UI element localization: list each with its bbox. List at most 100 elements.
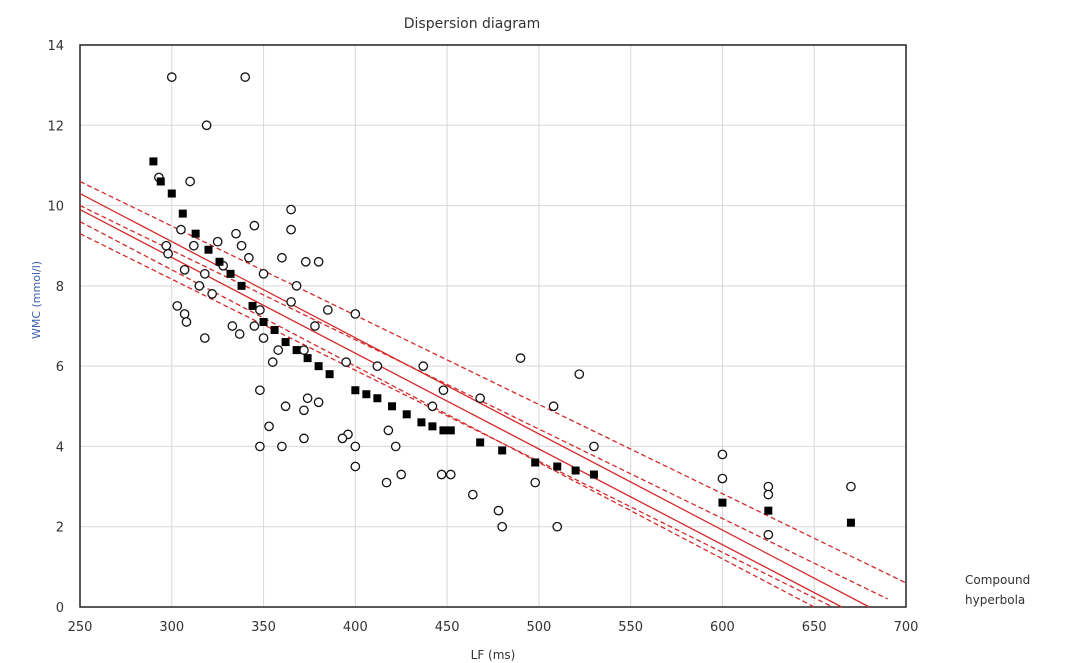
data-point-open-67 (396, 469, 407, 480)
data-point-open-2 (201, 120, 212, 131)
x-tick-label-7: 600 (710, 620, 735, 635)
data-point-open-13 (236, 240, 247, 251)
data-point-filled-13 (292, 346, 301, 355)
data-point-open-59 (337, 433, 348, 444)
regression-line-1 (79, 209, 843, 608)
data-point-filled-28 (531, 458, 540, 467)
y-tick-label-4: 8 (56, 280, 64, 295)
data-point-filled-24 (439, 426, 448, 435)
data-point-open-75 (552, 521, 563, 532)
data-point-filled-5 (204, 245, 213, 254)
x-tick-label-9: 700 (894, 620, 919, 635)
data-point-open-44 (418, 361, 429, 371)
data-point-filled-12 (281, 338, 290, 347)
data-point-open-26 (172, 301, 183, 311)
data-point-filled-31 (589, 470, 598, 479)
data-point-open-12 (212, 236, 223, 247)
data-point-filled-6 (215, 257, 224, 266)
data-point-open-24 (194, 281, 205, 291)
x-tick-label-6: 550 (618, 620, 643, 635)
data-point-open-64 (390, 441, 401, 452)
data-point-filled-2 (167, 189, 176, 198)
data-point-open-43 (372, 361, 383, 371)
data-point-open-10 (161, 240, 172, 251)
x-axis-label: LF (ms) (471, 648, 516, 662)
data-point-open-51 (475, 393, 486, 404)
data-point-filled-23 (428, 422, 437, 431)
data-point-open-8 (176, 224, 186, 235)
data-point-open-7 (286, 224, 296, 235)
data-point-open-74 (497, 521, 508, 532)
data-point-open-6 (249, 220, 260, 231)
data-point-filled-11 (270, 326, 279, 335)
data-point-open-42 (341, 357, 352, 367)
data-point-open-68 (436, 469, 447, 480)
data-points (149, 72, 856, 540)
data-point-open-48 (302, 393, 313, 404)
data-point-open-17 (199, 268, 210, 279)
data-point-open-36 (199, 333, 210, 343)
chart-title: Dispersion diagram (404, 16, 541, 32)
data-point-filled-4 (191, 229, 200, 238)
data-point-open-32 (181, 317, 192, 327)
data-point-filled-14 (303, 354, 312, 363)
data-point-open-25 (207, 289, 218, 299)
x-tick-label-0: 250 (68, 620, 93, 635)
y-axis-label: WMC (mmol/l) (30, 261, 43, 339)
data-point-open-53 (299, 405, 309, 416)
regression-line-4 (79, 204, 888, 600)
data-point-open-0 (166, 72, 177, 82)
data-point-open-77 (717, 473, 728, 484)
data-point-open-49 (313, 397, 324, 408)
regression-line-0 (79, 192, 870, 608)
y-tick-label-0: 0 (56, 601, 64, 616)
data-point-filled-20 (388, 402, 397, 411)
data-point-open-79 (763, 489, 774, 500)
data-point-filled-29 (553, 462, 562, 471)
data-point-open-18 (277, 252, 287, 263)
data-point-filled-34 (846, 518, 855, 527)
data-point-open-41 (267, 357, 278, 367)
regression-line-2 (79, 180, 907, 584)
data-point-open-80 (763, 529, 774, 540)
data-point-open-20 (313, 256, 324, 267)
data-point-open-52 (280, 401, 291, 412)
data-point-open-35 (310, 321, 320, 331)
data-point-open-46 (574, 369, 585, 380)
data-point-filled-0 (149, 157, 158, 166)
data-point-filled-8 (237, 281, 246, 290)
data-point-open-72 (467, 489, 478, 500)
data-point-open-23 (291, 281, 302, 291)
data-point-open-47 (255, 385, 265, 396)
data-point-open-76 (717, 449, 728, 460)
data-point-open-69 (445, 469, 456, 480)
data-point-open-31 (350, 309, 361, 319)
data-point-open-38 (258, 333, 269, 343)
data-point-open-56 (264, 421, 274, 432)
data-point-open-37 (234, 329, 245, 339)
annotation-label: Compound hyperbola (965, 573, 1034, 607)
data-point-open-54 (427, 401, 438, 412)
data-point-open-19 (300, 256, 311, 267)
data-point-filled-1 (156, 177, 165, 186)
data-point-filled-10 (259, 317, 268, 326)
data-point-filled-27 (498, 446, 507, 455)
data-point-open-62 (277, 441, 287, 452)
data-point-open-40 (299, 345, 309, 355)
data-point-open-5 (286, 204, 296, 215)
data-point-open-63 (350, 441, 361, 452)
data-point-filled-15 (314, 362, 323, 371)
data-point-open-11 (188, 240, 199, 251)
data-point-open-50 (438, 385, 449, 396)
data-point-open-22 (258, 268, 269, 279)
data-point-filled-22 (417, 418, 426, 427)
data-point-open-4 (185, 176, 195, 187)
data-point-open-61 (255, 441, 265, 452)
data-point-filled-21 (402, 410, 411, 419)
regression-line-5 (79, 233, 833, 608)
data-point-open-73 (493, 505, 504, 516)
y-tick-label-5: 10 (47, 200, 64, 215)
data-point-filled-32 (718, 498, 727, 507)
y-tick-label-6: 12 (47, 119, 64, 134)
